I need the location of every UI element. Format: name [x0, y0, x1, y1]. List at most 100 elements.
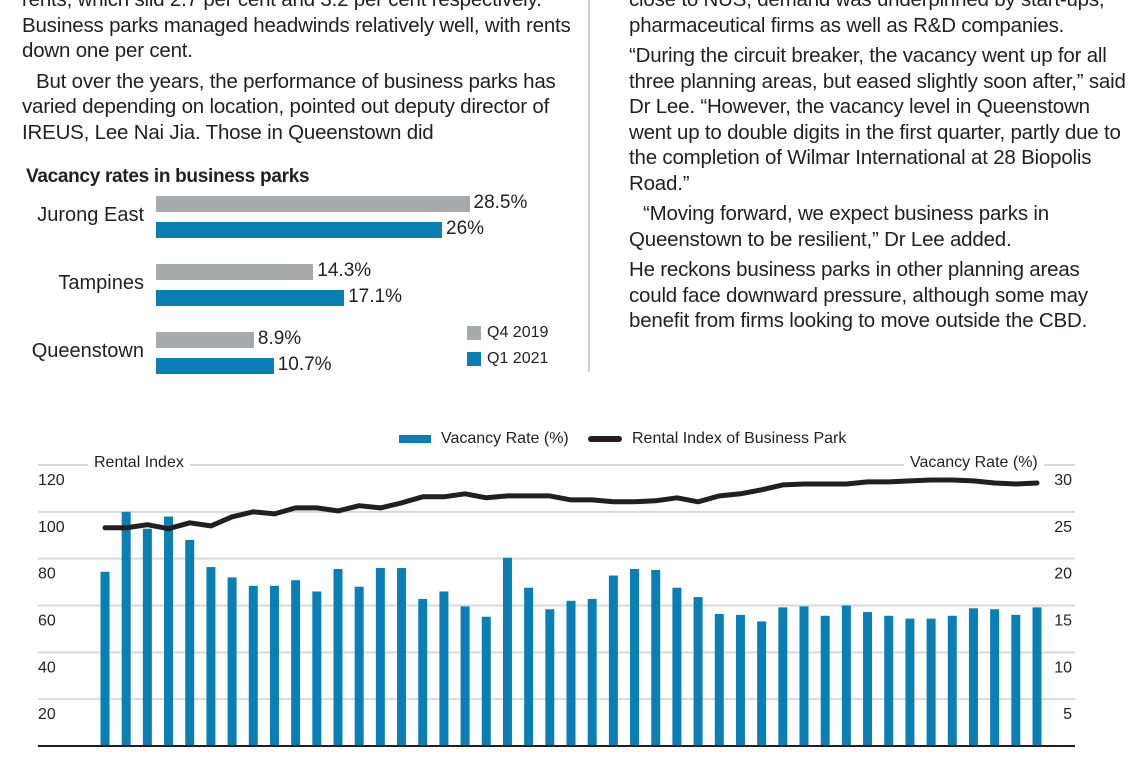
vacancy-bar — [397, 568, 407, 746]
legend-swatch-bar-icon — [399, 435, 431, 443]
vacancy-bar — [100, 571, 110, 746]
vacancy-bar — [778, 607, 788, 746]
data-label: 14.3% — [317, 260, 372, 281]
legend-rental-index: Rental Index of Business Park — [588, 430, 846, 448]
legend-swatch-icon — [467, 326, 481, 340]
category-label: Jurong East — [37, 204, 144, 226]
vacancy-bar — [968, 608, 978, 746]
right-tick-label: 15 — [1054, 613, 1072, 630]
vacancy-bar — [926, 618, 936, 746]
bar-q4-2019 — [156, 196, 470, 212]
vacancy-bar — [566, 600, 576, 746]
left-tick-label: 80 — [38, 566, 56, 583]
bar-q1-2021 — [156, 222, 442, 238]
vacancy-bar — [693, 597, 703, 746]
vacancy-bar — [375, 568, 385, 746]
left-tick-label: 100 — [38, 519, 65, 536]
vacancy-bar — [1011, 614, 1021, 746]
vacancy-bar — [227, 577, 237, 746]
paragraph: close to NUS, demand was underpinned by … — [629, 0, 1105, 37]
vacancy-bar — [312, 591, 322, 746]
vacancy-bar — [608, 575, 618, 746]
vacancy-bar — [863, 612, 873, 746]
vacancy-bar — [248, 585, 258, 746]
vacancy-bar — [354, 586, 364, 746]
right-tick-label: 20 — [1054, 566, 1072, 583]
data-label: 28.5% — [473, 192, 528, 213]
vacancy-bar — [206, 567, 216, 746]
paragraph: rents, which slid 2.7 per cent and 3.2 p… — [22, 0, 571, 62]
left-tick-label: 20 — [38, 706, 56, 723]
vacancy-bar — [651, 569, 661, 746]
chart-title: Vacancy rates in business parks — [26, 166, 310, 187]
article-column-right: close to NUS, demand was underpinned by … — [629, 0, 1129, 334]
right-axis-title: Vacancy Rate (%) — [904, 454, 1044, 472]
legend-label: Q1 2021 — [487, 350, 549, 367]
right-tick-label: 5 — [1063, 706, 1072, 723]
vacancy-rental-combo-chart: 120 100 80 60 40 20 30 25 20 15 10 5 Vacancy Rate (… — [0, 420, 1140, 760]
paragraph: But over the years, the performance of b… — [22, 69, 556, 144]
article-column-left: rents, which slid 2.7 per cent and 3.2 p… — [22, 0, 582, 145]
vacancy-bar — [460, 606, 470, 746]
bar-q4-2019 — [156, 332, 254, 348]
vacancy-bar — [1032, 607, 1042, 746]
bar-q1-2021 — [156, 290, 345, 306]
data-label: 26% — [446, 218, 485, 239]
data-label: 17.1% — [348, 286, 402, 307]
paragraph: “Moving forward, we expect business park… — [629, 202, 1049, 251]
paragraph: He reckons business parks in other plann… — [629, 258, 1088, 332]
combo-chart-svg: 120 100 80 60 40 20 30 25 20 15 10 5 — [38, 464, 1075, 747]
vacancy-bar — [524, 587, 534, 746]
vacancy-bar — [799, 606, 809, 746]
legend-item: Q4 2019 — [467, 324, 548, 342]
vacancy-bar — [672, 587, 682, 746]
paragraph: “During the circuit breaker, the vacancy… — [629, 44, 1126, 195]
left-tick-label: 120 — [38, 472, 65, 489]
vacancy-bar — [735, 614, 745, 746]
vacancy-bar — [820, 615, 830, 746]
right-tick-label: 10 — [1054, 659, 1072, 676]
bar-q1-2021 — [156, 358, 274, 374]
vacancy-bar — [714, 613, 724, 746]
vacancy-bar — [164, 516, 174, 746]
legend-label: Vacancy Rate (%) — [441, 430, 569, 447]
legend-item: Q1 2021 — [467, 350, 548, 368]
vacancy-bar — [481, 616, 491, 746]
left-axis-title: Rental Index — [88, 454, 190, 472]
right-tick-label: 25 — [1054, 519, 1072, 536]
rental-index-line — [102, 477, 1040, 532]
legend-label: Rental Index of Business Park — [632, 430, 847, 447]
vacancy-bar — [905, 618, 915, 746]
data-label: 8.9% — [257, 328, 302, 349]
vacancy-bar — [121, 511, 131, 746]
vacancy-bar — [884, 615, 894, 746]
legend-swatch-icon — [467, 352, 481, 366]
vacancy-bar — [545, 609, 555, 746]
vacancy-bar — [587, 598, 597, 746]
vacancy-bar — [757, 621, 767, 746]
bar-q4-2019 — [156, 264, 314, 280]
legend-label: Q4 2019 — [487, 324, 549, 341]
legend-vacancy: Vacancy Rate (%) — [399, 430, 569, 448]
vacancy-bar — [333, 568, 343, 746]
legend-swatch-line-icon — [588, 436, 622, 442]
left-tick-label: 40 — [38, 659, 56, 676]
vacancy-bar — [142, 528, 152, 746]
vacancy-bar — [947, 615, 957, 746]
vacancy-bar — [841, 605, 851, 746]
vacancy-bar — [990, 609, 1000, 746]
vacancy-bar — [630, 568, 640, 746]
vacancy-bar — [291, 580, 301, 746]
category-label: Queenstown — [31, 340, 144, 362]
data-label: 10.7% — [277, 354, 332, 375]
vacancy-bar — [502, 557, 512, 746]
vacancy-bar — [439, 591, 449, 746]
left-tick-label: 60 — [38, 613, 56, 630]
vacancy-bar — [269, 585, 279, 746]
vacancy-bar — [185, 539, 195, 746]
vacancy-bar — [418, 598, 428, 746]
right-tick-label: 30 — [1054, 472, 1072, 489]
column-divider — [588, 0, 590, 372]
category-label: Tampines — [58, 272, 144, 294]
vacancy-rates-bar-chart: Vacancy rates in business parks Jurong E… — [0, 160, 580, 385]
